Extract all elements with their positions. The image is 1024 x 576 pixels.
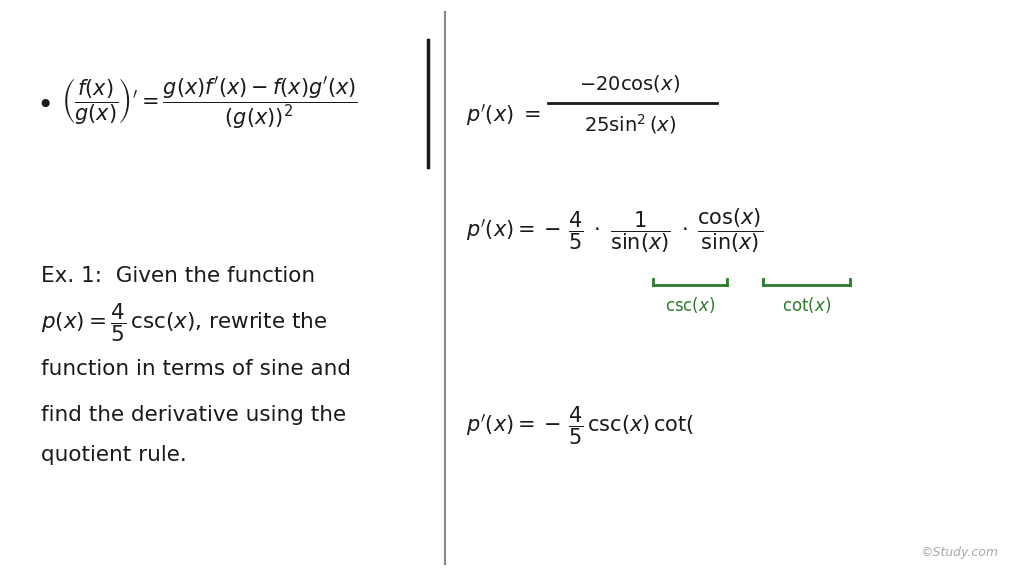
Text: ©Study.com: ©Study.com — [921, 545, 998, 559]
Text: $p'(x) = -\,\dfrac{4}{5}\,\mathrm{csc}(x)\,\mathrm{cot}($: $p'(x) = -\,\dfrac{4}{5}\,\mathrm{csc}(x… — [466, 405, 694, 448]
Text: $\bullet$: $\bullet$ — [36, 90, 50, 117]
Text: find the derivative using the: find the derivative using the — [41, 405, 346, 425]
Text: function in terms of sine and: function in terms of sine and — [41, 359, 351, 378]
Text: $\mathrm{cot}(x)$: $\mathrm{cot}(x)$ — [781, 295, 831, 315]
Text: $-20\cos(x)$: $-20\cos(x)$ — [580, 73, 680, 94]
Text: $\left(\dfrac{f(x)}{g(x)}\right)' = \dfrac{g(x)f'(x) - f(x)g'(x)}{\left(g(x)\rig: $\left(\dfrac{f(x)}{g(x)}\right)' = \dfr… — [61, 75, 358, 132]
Text: $p(x) = \dfrac{4}{5}\,\mathrm{csc}(x)$, rewrite the: $p(x) = \dfrac{4}{5}\,\mathrm{csc}(x)$, … — [41, 301, 328, 344]
Text: Ex. 1:  Given the function: Ex. 1: Given the function — [41, 267, 315, 286]
Text: $p'(x)\; =$: $p'(x)\; =$ — [466, 102, 541, 128]
Text: quotient rule.: quotient rule. — [41, 445, 186, 465]
Text: $25\sin^2(x)$: $25\sin^2(x)$ — [584, 112, 676, 136]
Text: $p'(x) = -\,\dfrac{4}{5}\;\cdot\;\dfrac{1}{\sin(x)}\;\cdot\;\dfrac{\cos(x)}{\sin: $p'(x) = -\,\dfrac{4}{5}\;\cdot\;\dfrac{… — [466, 206, 763, 255]
Text: $\mathrm{csc}(x)$: $\mathrm{csc}(x)$ — [665, 295, 716, 315]
